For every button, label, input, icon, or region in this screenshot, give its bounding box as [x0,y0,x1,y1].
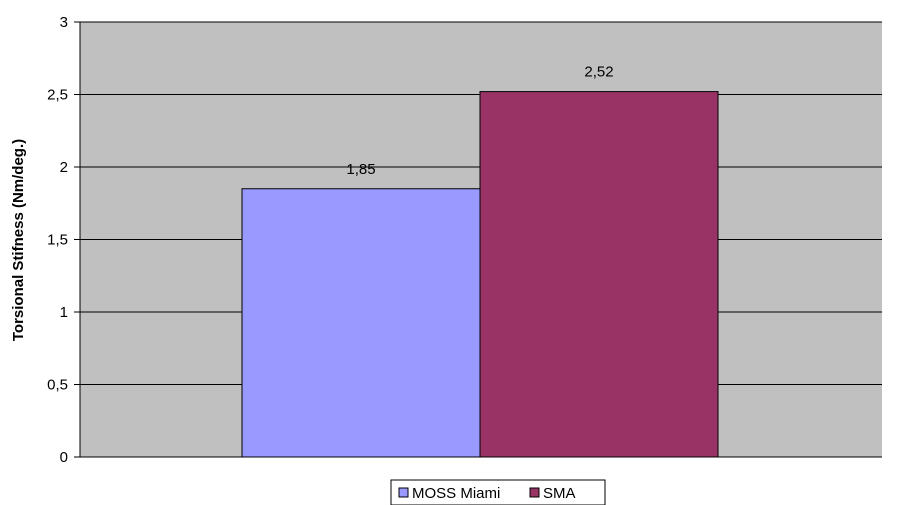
y-tick-label-5: 2,5 [47,87,68,104]
y-tick-label-3: 1,5 [47,232,68,249]
y-tick-label-2: 1 [60,304,68,321]
legend-label-moss-miami: MOSS Miami [412,485,500,502]
legend: MOSS Miami SMA [390,479,606,505]
bar-sma [479,91,719,458]
bar-moss-miami [241,188,481,458]
legend-swatch-moss-miami [398,487,409,498]
data-labels: 1,85 2,52 [346,64,613,178]
legend-label-sma: SMA [543,485,576,502]
y-tick-label-4: 2 [60,159,68,176]
data-label-moss-miami: 1,85 [346,161,375,178]
y-tick-label-1: 0,5 [47,377,68,394]
legend-box [390,479,606,505]
y-axis [74,21,882,458]
y-tick-label-6: 3 [60,14,68,31]
legend-swatch-sma [529,487,540,498]
y-axis-title: Torsional Stifness (Nm/deg.) [10,139,27,341]
bars [241,91,719,458]
y-tick-label-0: 0 [60,449,68,466]
y-tick-labels: 0 0,5 1 1,5 2 2,5 3 [47,14,68,466]
data-label-sma: 2,52 [584,64,613,81]
